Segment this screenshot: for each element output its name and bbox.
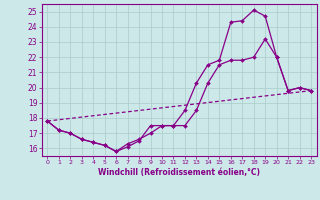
X-axis label: Windchill (Refroidissement éolien,°C): Windchill (Refroidissement éolien,°C): [98, 168, 260, 177]
